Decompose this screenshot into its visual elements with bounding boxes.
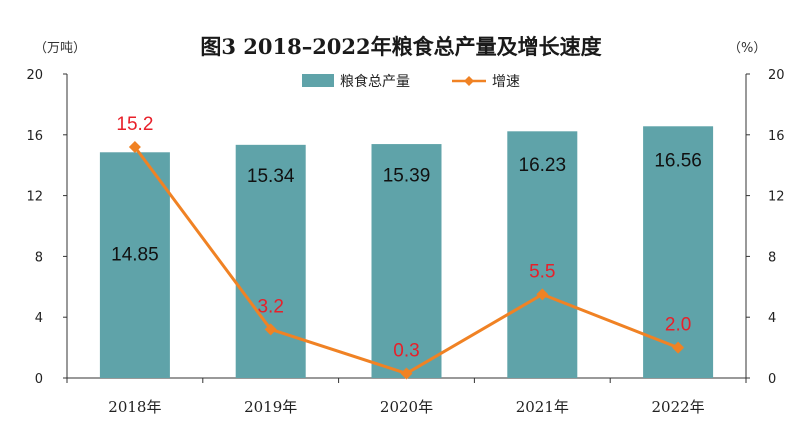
legend-line-label: 增速 (492, 74, 520, 90)
right-tick-label: 16 (768, 129, 785, 144)
x-category-label: 2021年 (516, 398, 569, 416)
x-category-label: 2018年 (108, 398, 161, 416)
right-tick-label: 4 (768, 311, 776, 326)
rate-labels: 15.2 3.2 0.3 5.5 2.0 (116, 114, 691, 361)
bar-value-label: 15.39 (383, 166, 431, 187)
right-tick-label: 20 (768, 68, 785, 83)
right-tick-label: 12 (768, 190, 785, 205)
bar-value-label: 15.34 (247, 166, 295, 187)
right-tick-label: 8 (768, 250, 776, 265)
legend: 粮食总产量 增速 (302, 73, 520, 90)
bar (99, 152, 170, 378)
legend-bar-swatch (302, 74, 334, 87)
left-axis-unit: （万吨） (34, 41, 86, 56)
rate-value-label: 0.3 (393, 340, 419, 361)
chart-title: 图3 2018–2022年粮食总产量及增长速度 (200, 34, 601, 59)
bar-labels: 14.85 15.34 15.39 16.23 16.56 (111, 151, 702, 266)
left-tick-label: 12 (26, 190, 43, 205)
rate-line-group (128, 140, 685, 380)
rate-marker (536, 288, 549, 301)
right-tick-label: 0 (768, 372, 776, 387)
left-tick-label: 20 (26, 68, 43, 83)
x-category-label: 2022年 (652, 398, 705, 416)
legend-line-marker (464, 76, 474, 86)
right-axis-unit: （%） (728, 41, 766, 56)
bar (371, 144, 442, 378)
x-category-label: 2019年 (244, 398, 297, 416)
rate-value-label: 3.2 (257, 296, 283, 317)
bar-value-label: 16.56 (654, 151, 702, 172)
bars (99, 126, 714, 379)
bar (507, 131, 578, 378)
left-tick-label: 4 (35, 311, 43, 326)
rate-value-label: 2.0 (665, 315, 691, 336)
rate-marker (672, 341, 685, 354)
rate-value-label: 5.5 (529, 261, 555, 282)
rate-marker (400, 367, 413, 380)
rate-value-label: 15.2 (116, 114, 153, 135)
left-tick-label: 8 (35, 250, 43, 265)
left-tick-label: 16 (26, 129, 43, 144)
x-category-label: 2020年 (380, 398, 433, 416)
bar (235, 144, 306, 378)
axes: 0 4 8 12 16 20 0 4 8 12 16 20 2018年 2019年 2020年 2021年 20… (26, 68, 784, 416)
bar (643, 126, 714, 379)
rate-marker (264, 323, 277, 336)
bar-value-label: 14.85 (111, 245, 159, 266)
rate-marker (128, 140, 141, 153)
legend-bar-label: 粮食总产量 (340, 73, 410, 90)
bar-value-label: 16.23 (519, 155, 567, 176)
left-tick-label: 0 (35, 372, 43, 387)
